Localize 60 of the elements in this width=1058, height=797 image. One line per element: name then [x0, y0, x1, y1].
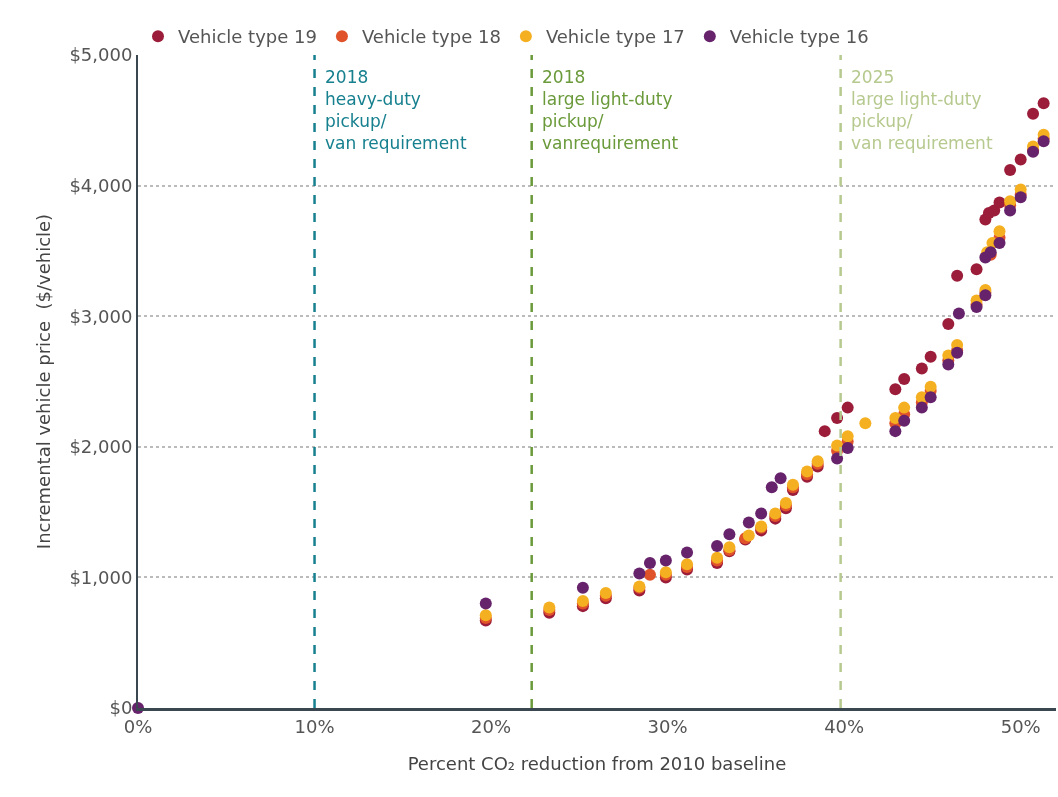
x-axis-title: Percent CO₂ reduction from 2010 baseline [407, 752, 787, 774]
point [1004, 204, 1017, 217]
ref-line-label: 2018 large light-duty pickup/ vanrequirement [542, 67, 679, 154]
point [643, 557, 656, 570]
point [889, 383, 902, 396]
ref-line-label: 2018 heavy-duty pickup/ van requirement [325, 67, 467, 154]
point [723, 528, 736, 541]
legend-label: Vehicle type 18 [361, 26, 501, 48]
point [818, 425, 831, 438]
y-tick-label: $2,000 [69, 436, 133, 458]
point [576, 581, 589, 594]
legend-label: Vehicle type 17 [545, 26, 685, 48]
point [898, 414, 911, 427]
point [1037, 97, 1050, 110]
point [942, 358, 955, 371]
point [951, 269, 964, 282]
y-tick-label: $5,000 [69, 44, 133, 66]
point [993, 225, 1006, 238]
point [924, 391, 937, 404]
x-tick-label: 50% [1000, 715, 1041, 737]
point [898, 372, 911, 385]
point [765, 481, 778, 494]
x-tick-label: 40% [824, 715, 865, 737]
y-axis-title: Incremental vehicle price ($/vehicle) [33, 213, 55, 550]
point [1004, 163, 1017, 176]
ref-line-label: 2025 large light-duty pickup/ van requirement [851, 67, 993, 154]
point [742, 516, 755, 529]
x-tick-label: 10% [294, 715, 335, 737]
x-tick-label: 20% [471, 715, 512, 737]
legend-label: Vehicle type 16 [729, 26, 869, 48]
point [659, 554, 672, 567]
point [915, 401, 928, 414]
legend-label: Vehicle type 19 [178, 26, 317, 48]
point [942, 318, 955, 331]
x-tick-label: 30% [647, 715, 688, 737]
point [970, 263, 983, 276]
point [898, 401, 911, 414]
point [889, 425, 902, 438]
point [755, 507, 768, 520]
point [643, 568, 656, 581]
point [1014, 153, 1027, 166]
point [924, 350, 937, 363]
point [993, 237, 1006, 250]
point [915, 362, 928, 375]
point [841, 401, 854, 414]
point [774, 472, 787, 485]
point [841, 442, 854, 455]
point [841, 430, 854, 443]
y-tick-label: $4,000 [69, 174, 133, 196]
point [1027, 107, 1040, 120]
point [633, 567, 646, 580]
point [924, 380, 937, 393]
point [681, 546, 694, 559]
point [479, 597, 492, 610]
y-tick-label: $1,000 [69, 566, 133, 588]
point [859, 417, 872, 430]
point [831, 452, 844, 465]
point [952, 307, 965, 320]
y-tick-label: $3,000 [69, 305, 133, 327]
point [711, 540, 724, 553]
